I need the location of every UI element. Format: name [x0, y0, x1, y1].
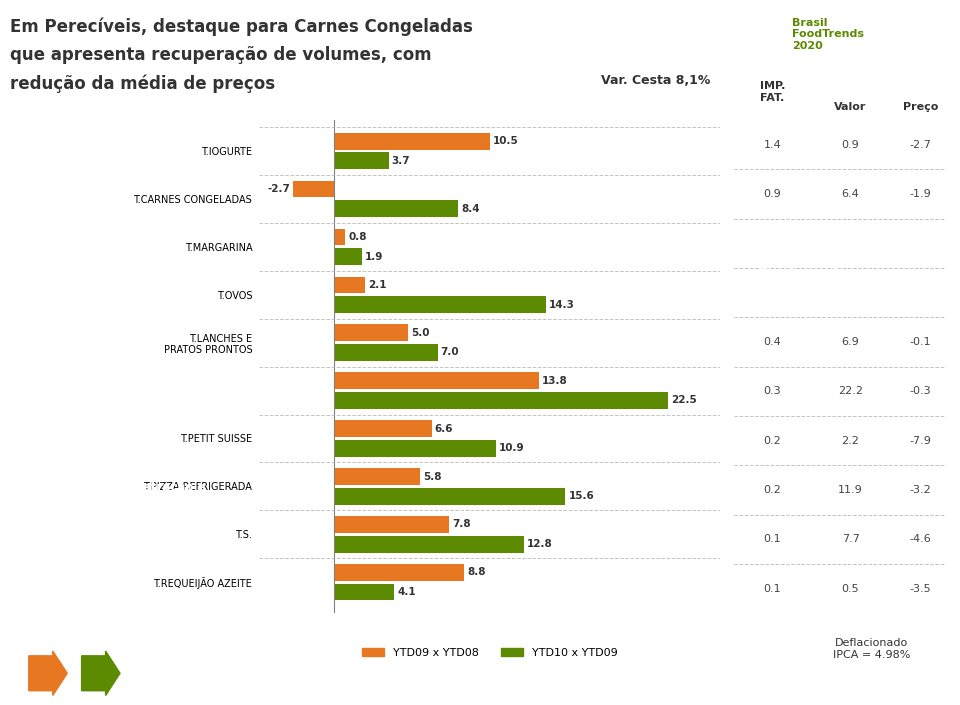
Bar — [294, 180, 333, 197]
Text: IMP.
FAT.: IMP. FAT. — [759, 81, 785, 102]
Bar — [333, 564, 465, 581]
Bar — [333, 420, 432, 437]
Text: 6.6: 6.6 — [435, 424, 453, 434]
Text: 7.8: 7.8 — [452, 520, 471, 529]
FancyArrow shape — [29, 651, 67, 695]
Text: 10.5: 10.5 — [492, 136, 518, 146]
Bar — [333, 584, 395, 601]
Text: -2.7: -2.7 — [268, 184, 291, 194]
Text: Var. Cesta 8,1%: Var. Cesta 8,1% — [601, 74, 709, 87]
Text: 5.8: 5.8 — [422, 472, 442, 482]
Text: 0.2: 0.2 — [763, 485, 781, 495]
Bar — [333, 488, 565, 505]
Bar — [333, 324, 408, 341]
Text: 2.2: 2.2 — [842, 436, 859, 446]
Text: -4.6: -4.6 — [909, 534, 931, 544]
Text: 15.6: 15.6 — [568, 491, 594, 501]
Text: 0.1: 0.1 — [763, 584, 781, 594]
Text: 14.3: 14.3 — [549, 300, 575, 309]
Bar — [333, 200, 458, 217]
Text: 0.5: 0.5 — [842, 584, 859, 594]
Bar — [333, 228, 346, 245]
Text: 22.2: 22.2 — [838, 386, 863, 396]
Text: 12.8: 12.8 — [527, 539, 553, 549]
Text: 7.0: 7.0 — [441, 348, 459, 357]
Text: Valor: Valor — [834, 102, 867, 112]
Bar — [333, 296, 546, 313]
Text: 11.9: 11.9 — [838, 485, 863, 495]
Bar — [333, 344, 438, 361]
Text: -0.1: -0.1 — [909, 337, 931, 347]
Text: 4.1: 4.1 — [397, 587, 416, 597]
Text: 3.7: 3.7 — [392, 156, 410, 166]
Text: Variação de Volume, Valor e Preço – YTD10 x YTD09 (DJF até AMJ) – Total Brasil R: Variação de Volume, Valor e Preço – YTD1… — [278, 662, 778, 685]
Text: -0.3: -0.3 — [909, 386, 931, 396]
Bar — [333, 516, 449, 533]
Text: 8.4: 8.4 — [462, 204, 480, 214]
Text: redução da média de preços: redução da média de preços — [10, 74, 275, 92]
Text: que apresenta recuperação de volumes, com: que apresenta recuperação de volumes, co… — [10, 46, 431, 64]
Text: Mais 2 milhões de lares
comprando a categoria no
semestre, sendo 1.3 mi no
NSE m: Mais 2 milhões de lares comprando a cate… — [32, 276, 208, 334]
Text: -7.9: -7.9 — [909, 436, 931, 446]
Text: 8.8: 8.8 — [468, 568, 486, 577]
Text: -3.5: -3.5 — [909, 584, 931, 594]
Text: -1.9: -1.9 — [909, 189, 931, 199]
FancyArrow shape — [82, 651, 120, 695]
Text: 5.0: 5.0 — [411, 328, 429, 338]
Text: 2.1: 2.1 — [368, 280, 386, 290]
Text: Em Perecíveis, destaque para Carnes Congeladas: Em Perecíveis, destaque para Carnes Cong… — [10, 18, 472, 36]
Text: 1.4: 1.4 — [763, 140, 781, 149]
Text: 22.5: 22.5 — [671, 396, 697, 405]
Legend: YTD09 x YTD08, YTD10 x YTD09: YTD09 x YTD08, YTD10 x YTD09 — [357, 643, 622, 662]
Bar — [333, 440, 495, 457]
Text: 7.7: 7.7 — [842, 534, 859, 544]
Text: 10.9: 10.9 — [498, 443, 524, 453]
Text: 6.4: 6.4 — [842, 189, 859, 199]
Text: 0.2: 0.2 — [763, 436, 781, 446]
Bar — [333, 152, 389, 169]
Bar — [333, 372, 539, 389]
Text: Preço: Preço — [902, 102, 938, 112]
Text: 13.8: 13.8 — [541, 376, 567, 386]
Bar — [333, 276, 365, 293]
Text: Lanches e Pratos
Prontos reduzem seus
preços e alavancam
vendas no 1º semestre: Lanches e Pratos Prontos reduzem seus pr… — [756, 251, 909, 309]
Text: 6.9: 6.9 — [842, 337, 859, 347]
Text: -3.2: -3.2 — [909, 485, 931, 495]
Text: 1.9: 1.9 — [365, 252, 383, 262]
Text: Brasil
FoodTrends
2020: Brasil FoodTrends 2020 — [792, 18, 864, 51]
Text: 0.1: 0.1 — [763, 534, 781, 544]
Text: Deflacionado
IPCA = 4.98%: Deflacionado IPCA = 4.98% — [833, 638, 910, 660]
Text: 0.9: 0.9 — [842, 140, 859, 149]
Text: 0.9: 0.9 — [763, 189, 781, 199]
Text: 0.4: 0.4 — [763, 337, 781, 347]
Bar — [333, 392, 668, 409]
Bar — [333, 133, 490, 149]
Text: 0.3: 0.3 — [763, 386, 781, 396]
Text: -2.7: -2.7 — [909, 140, 931, 149]
Text: 0.8: 0.8 — [348, 232, 367, 242]
Bar — [333, 468, 420, 485]
Text: Aumento da penetração e
taxa de compra, contribuem
para o bom resultado: Aumento da penetração e taxa de compra, … — [26, 481, 214, 524]
Bar — [333, 536, 524, 553]
Bar — [333, 248, 362, 265]
